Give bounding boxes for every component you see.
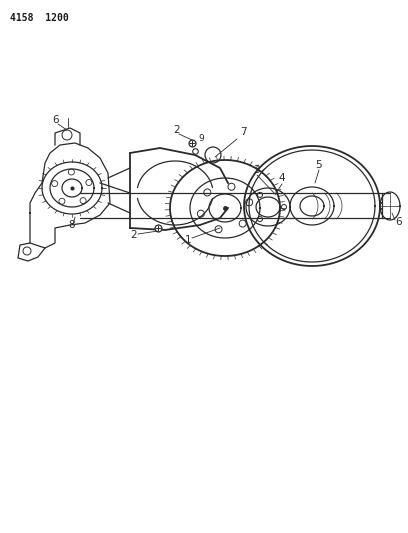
Text: 2: 2: [173, 125, 180, 135]
Text: 2: 2: [130, 230, 137, 240]
Text: 6: 6: [395, 217, 401, 227]
Text: 7: 7: [240, 127, 246, 137]
Text: 6: 6: [52, 115, 59, 125]
Text: 4: 4: [278, 173, 285, 183]
Text: 3: 3: [253, 165, 259, 175]
Text: 1: 1: [185, 235, 192, 245]
Text: 4158  1200: 4158 1200: [10, 13, 69, 23]
Text: 5: 5: [315, 160, 322, 170]
Text: 9: 9: [198, 134, 204, 143]
Text: 8: 8: [68, 220, 75, 230]
